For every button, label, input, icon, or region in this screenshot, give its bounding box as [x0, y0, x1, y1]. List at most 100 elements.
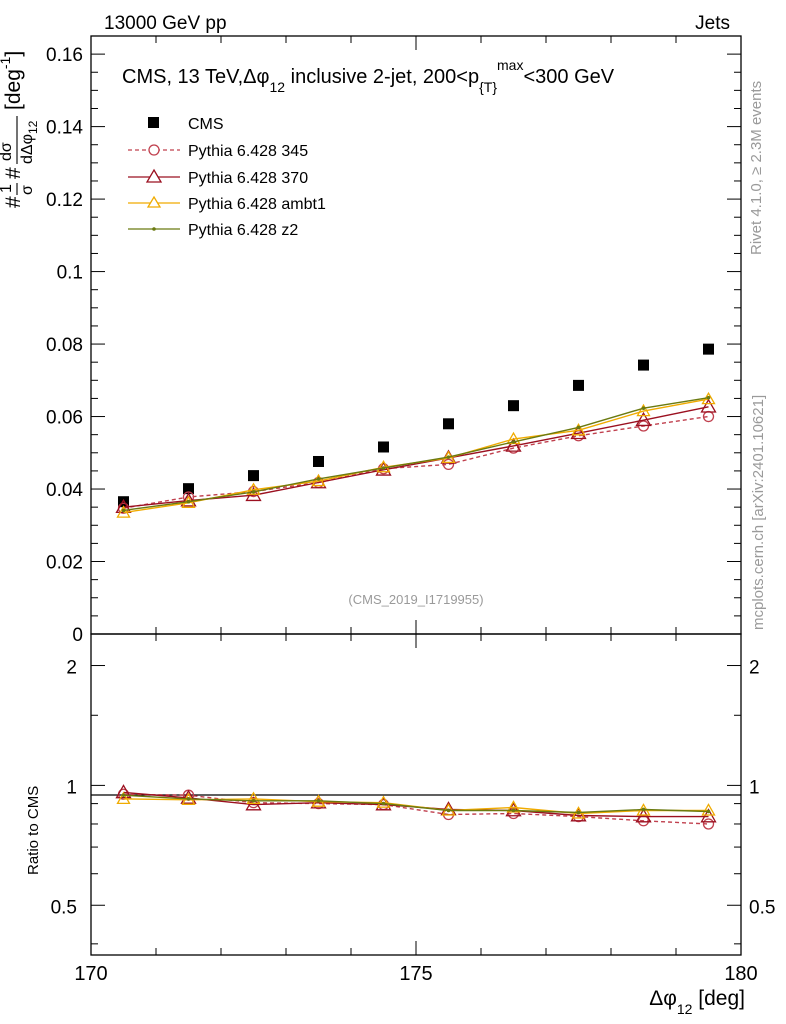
legend-entry-z2: Pythia 6.428 z2: [128, 222, 298, 239]
ratio-marker-p370: [635, 808, 652, 823]
ratio-line-z2: [123, 794, 709, 814]
ratio-y-tick-label-right: 2: [749, 658, 760, 679]
main-marker-p370: [180, 492, 197, 507]
svg-text:dσ: dσ: [0, 142, 15, 161]
ratio-marker-z2: [446, 808, 451, 813]
svg-text:dΔφ12: dΔφ12: [19, 120, 40, 164]
main-marker-z2: [186, 499, 191, 504]
svg-text:#: #: [2, 167, 25, 179]
x-tick-label: 175: [399, 963, 432, 985]
main-marker-cms: [638, 359, 649, 371]
ratio-marker-z2: [511, 808, 516, 813]
main-marker-cms: [313, 455, 324, 467]
main-marker-cms: [183, 483, 194, 495]
ratio-y-label: Ratio to CMS: [25, 786, 42, 875]
ratio-y-tick-label: 2: [66, 658, 77, 679]
svg-text:1: 1: [0, 184, 15, 193]
ratio-marker-ambt1: [116, 791, 131, 805]
main-marker-p345: [442, 458, 455, 471]
main-marker-ambt1: [636, 403, 651, 417]
main-marker-z2: [706, 395, 711, 400]
ratio-series-z2: [121, 793, 711, 815]
main-marker-z2: [251, 490, 256, 494]
ratio-marker-p345: [702, 818, 715, 830]
main-marker-ambt1: [311, 473, 326, 487]
ratio-axis-ticks: 0.5 0.5 1 1 2 2 170 175 180: [51, 634, 775, 985]
ratio-marker-z2: [121, 793, 126, 797]
plot-title: CMS, 13 TeV,Δφ12 inclusive 2-jet, 200<p{…: [122, 57, 615, 95]
main-marker-z2: [446, 455, 451, 459]
main-series-z2: [121, 395, 711, 513]
y-tick-label: 0.12: [46, 190, 83, 211]
main-marker-ambt1: [116, 505, 131, 518]
legend: CMS Pythia 6.428 345 Pythia 6.428 370 Py…: [128, 116, 326, 239]
main-marker-z2: [381, 466, 386, 470]
main-marker-ambt1: [376, 459, 391, 473]
ratio-line-ambt1: [123, 798, 709, 815]
ratio-marker-p370: [115, 784, 132, 799]
ratio-marker-ambt1: [376, 795, 391, 808]
legend-label-z2: Pythia 6.428 z2: [188, 222, 298, 239]
main-marker-cms: [248, 470, 259, 482]
main-line-p370: [123, 406, 709, 508]
ratio-marker-z2: [316, 798, 321, 803]
legend-marker-z2: [152, 227, 156, 231]
y-tick-label: 0: [72, 625, 83, 646]
ratio-y-tick-label: 0.5: [51, 897, 77, 918]
main-marker-cms: [378, 441, 389, 453]
analysis-watermark: (CMS_2019_I1719955): [348, 592, 483, 607]
main-line-ambt1: [123, 398, 709, 514]
ratio-marker-z2: [576, 810, 581, 815]
ratio-y-tick-label-right: 1: [749, 777, 760, 798]
y-tick-label: 0.06: [46, 408, 83, 429]
y-tick-label: 0.1: [57, 263, 83, 284]
rivet-label: Rivet 4.1.0, ≥ 2.3M events: [748, 81, 765, 255]
ratio-marker-p370: [505, 802, 522, 817]
legend-marker-p345: [148, 144, 160, 156]
svg-text:σ: σ: [19, 185, 36, 195]
main-marker-cms: [703, 343, 714, 355]
ratio-marker-p370: [700, 808, 717, 823]
legend-marker-cms: [148, 117, 159, 128]
ratio-marker-p345: [637, 815, 650, 827]
main-marker-cms: [443, 418, 454, 430]
main-line-z2: [123, 397, 709, 512]
main-marker-p370: [570, 424, 587, 440]
main-series-cms: [118, 343, 714, 508]
main-marker-p370: [505, 437, 522, 452]
main-marker-cms: [573, 379, 584, 391]
svg-text:[deg-1]: [deg-1]: [0, 51, 25, 110]
main-marker-z2: [316, 477, 321, 481]
ratio-series-ambt1: [116, 791, 716, 819]
x-axis-label: Δφ12 [deg]: [649, 987, 745, 1017]
ratio-series-p370: [115, 784, 717, 823]
ratio-series-layer: [115, 784, 717, 830]
ratio-marker-z2: [706, 809, 711, 814]
ratio-marker-z2: [251, 798, 256, 803]
y-tick-label: 0.14: [46, 118, 83, 139]
main-marker-p370: [700, 398, 717, 413]
legend-label-ambt1: Pythia 6.428 ambt1: [188, 196, 326, 213]
ratio-y-tick-label: 1: [66, 777, 77, 798]
header-left: 13000 GeV pp: [104, 13, 227, 34]
x-tick-label: 180: [724, 963, 757, 985]
legend-entry-p345: Pythia 6.428 345: [128, 143, 308, 160]
legend-label-cms: CMS: [188, 116, 224, 133]
legend-label-p345: Pythia 6.428 345: [188, 143, 308, 160]
legend-label-p370: Pythia 6.428 370: [188, 170, 308, 187]
y-tick-label: 0.02: [46, 553, 83, 574]
main-marker-z2: [641, 406, 646, 411]
ratio-marker-z2: [381, 801, 386, 806]
main-series-layer: [115, 343, 717, 518]
ratio-marker-ambt1: [246, 791, 261, 805]
main-line-p345: [123, 415, 709, 509]
legend-marker-p370: [145, 168, 163, 183]
svg-text:#: #: [2, 196, 25, 208]
ratio-marker-p370: [180, 789, 197, 804]
main-marker-z2: [121, 508, 126, 513]
main-marker-cms: [118, 496, 129, 508]
y-tick-label: 0.04: [46, 480, 83, 501]
legend-entry-ambt1: Pythia 6.428 ambt1: [128, 195, 326, 213]
x-tick-label: 170: [74, 963, 107, 985]
